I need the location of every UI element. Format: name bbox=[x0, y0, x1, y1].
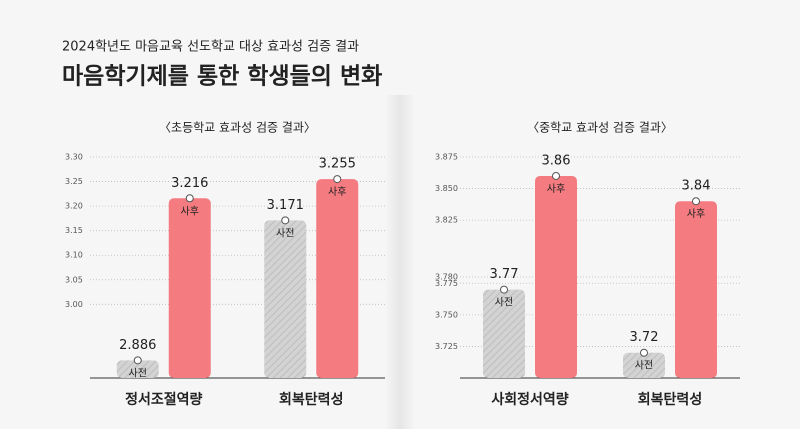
y-tick-label: 3.780 bbox=[435, 272, 458, 281]
bar-marker bbox=[692, 197, 700, 206]
y-tick-label: 3.20 bbox=[65, 202, 83, 211]
value-label: 3.77 bbox=[490, 267, 519, 282]
bar bbox=[168, 198, 211, 378]
y-tick-label: 3.750 bbox=[435, 310, 458, 319]
x-tick-label: 회복탄력성 bbox=[279, 391, 343, 408]
bar-marker bbox=[133, 356, 142, 365]
value-label: 3.86 bbox=[542, 153, 571, 168]
bar bbox=[116, 360, 159, 378]
bar-marker bbox=[640, 348, 648, 357]
bar-marker bbox=[552, 171, 560, 180]
y-tick-label: 3.10 bbox=[65, 251, 83, 260]
y-tick-label: 3.875 bbox=[435, 153, 458, 162]
series-label: 사전 bbox=[276, 227, 294, 239]
y-tick-label: 3.850 bbox=[435, 184, 458, 193]
value-label: 3.216 bbox=[171, 176, 208, 191]
separator bbox=[385, 95, 415, 429]
y-tick-label: 3.825 bbox=[435, 216, 458, 225]
series-label: 사후 bbox=[181, 205, 199, 217]
bar bbox=[623, 352, 665, 378]
x-tick-label: 사회정서역량 bbox=[491, 391, 568, 408]
y-tick-label: 3.25 bbox=[65, 177, 83, 186]
series-label: 사후 bbox=[547, 183, 565, 195]
value-label: 3.171 bbox=[267, 198, 304, 213]
series-label: 사전 bbox=[129, 367, 147, 379]
value-label: 3.72 bbox=[630, 330, 659, 345]
x-tick-label: 정서조절역량 bbox=[125, 391, 202, 408]
bar-marker bbox=[333, 175, 342, 184]
series-label: 사전 bbox=[495, 297, 513, 309]
y-tick-label: 3.725 bbox=[435, 342, 458, 351]
y-tick-label: 3.15 bbox=[65, 226, 83, 235]
title: 마음학기제를 통한 학생들의 변화 bbox=[62, 64, 382, 90]
y-tick-label: 3.30 bbox=[65, 153, 83, 162]
bar-marker bbox=[500, 285, 508, 294]
y-tick-label: 3.775 bbox=[435, 279, 458, 288]
series-label: 사후 bbox=[328, 186, 346, 198]
bar bbox=[483, 289, 525, 378]
bar-marker bbox=[281, 216, 290, 225]
bar-marker bbox=[185, 194, 194, 203]
chart-title: 〈초등학교 효과성 검증 결과〉 bbox=[159, 121, 316, 135]
value-label: 3.255 bbox=[319, 157, 356, 172]
bar bbox=[316, 179, 359, 378]
series-label: 사전 bbox=[635, 360, 653, 372]
bar bbox=[675, 201, 717, 378]
bar bbox=[264, 220, 307, 378]
subtitle: 2024학년도 마음교육 선도학교 대상 효과성 검증 결과 bbox=[62, 40, 359, 55]
chart-title: 〈중학교 효과성 검증 결과〉 bbox=[527, 121, 673, 135]
x-tick-label: 회복탄력성 bbox=[638, 391, 702, 408]
bar bbox=[535, 175, 577, 378]
series-label: 사후 bbox=[687, 208, 705, 220]
y-tick-label: 3.00 bbox=[65, 300, 83, 309]
y-tick-label: 3.05 bbox=[65, 275, 83, 284]
value-label: 3.84 bbox=[682, 179, 711, 194]
value-label: 2.886 bbox=[119, 338, 156, 353]
